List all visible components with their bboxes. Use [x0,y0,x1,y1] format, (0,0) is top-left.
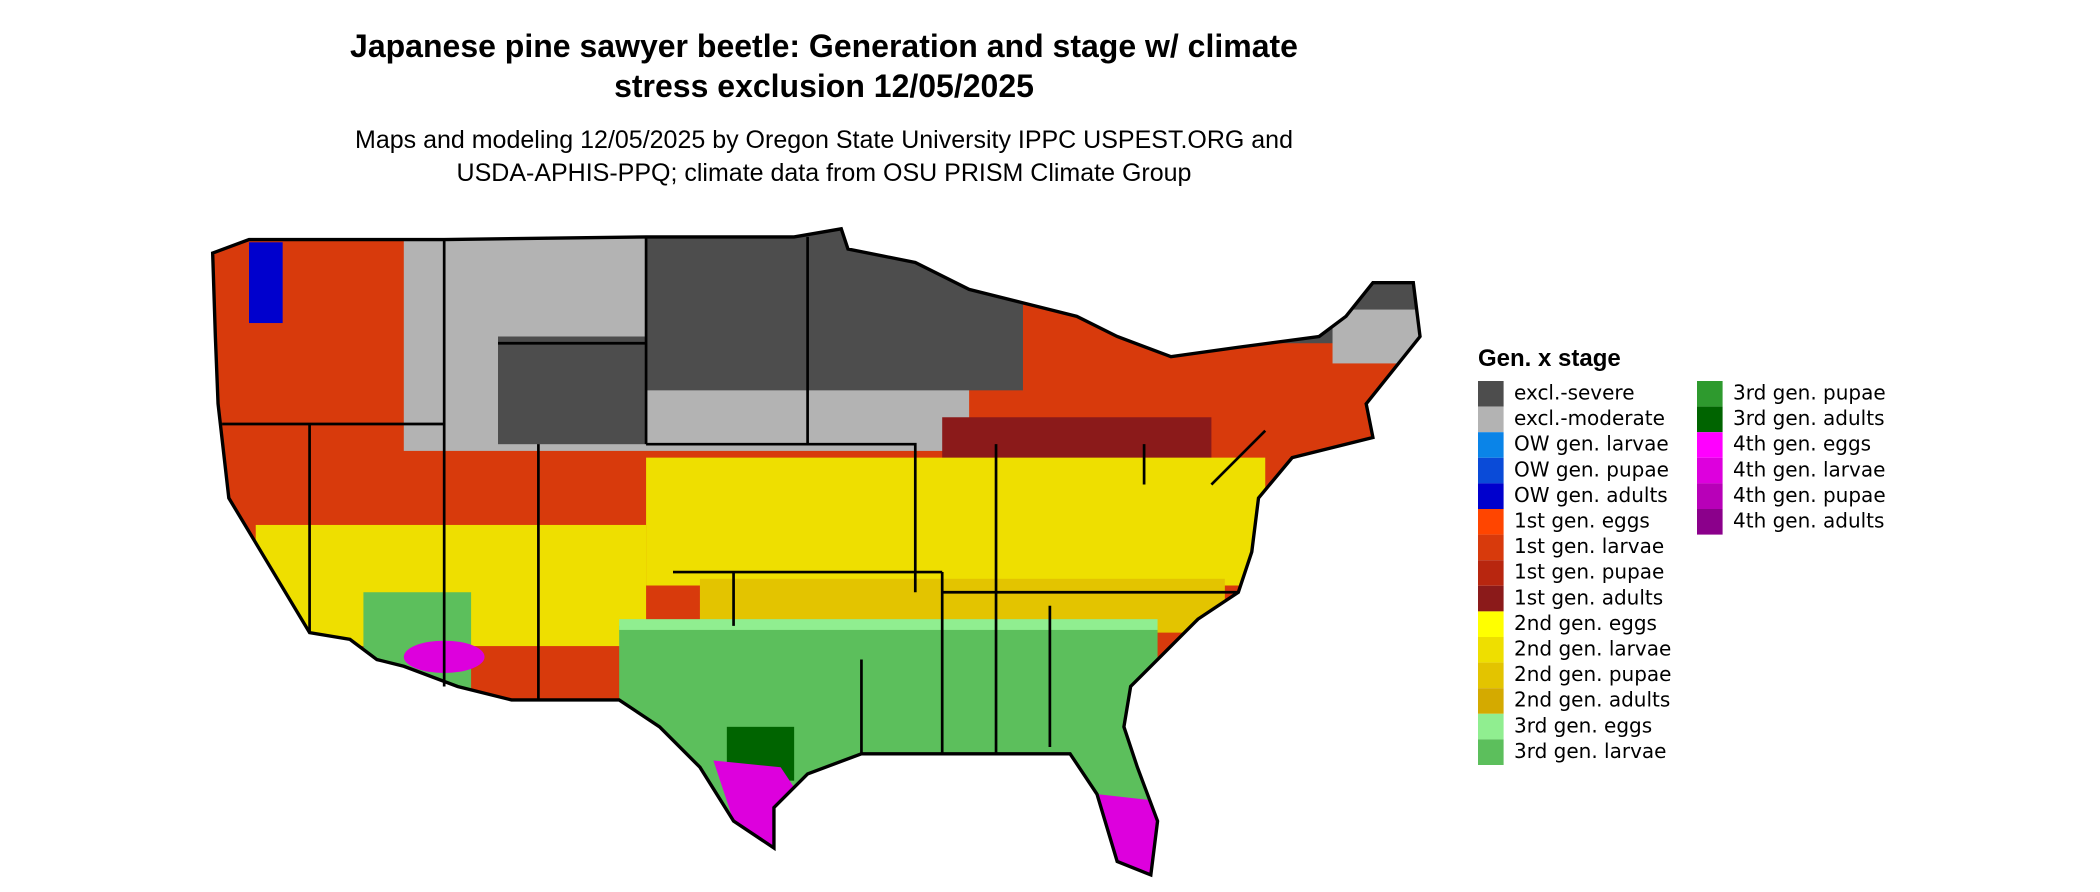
title-line: Japanese pine sawyer beetle: Generation … [350,28,1298,64]
map [210,227,1422,877]
region [646,457,1266,586]
legend-swatch [1478,406,1504,433]
legend-swatch [1697,381,1723,407]
legend-label: OW gen. larvae [1514,432,1669,456]
legend-label: 2nd gen. larvae [1514,637,1671,661]
title-line: stress exclusion 12/05/2025 [614,68,1034,104]
legend-label: 4th gen. eggs [1733,432,1871,456]
region [619,619,1158,630]
state-borders [222,236,1267,754]
legend-swatch [1697,432,1723,458]
region [498,336,647,445]
legend-swatch [1478,509,1504,535]
legend-label: 4th gen. adults [1733,509,1884,533]
subtitle-line: Maps and modeling 12/05/2025 by Oregon S… [355,126,1293,154]
legend-swatch [1478,432,1504,458]
legend-label: 3rd gen. adults [1733,406,1884,430]
legend-label: 3rd gen. larvae [1514,739,1666,763]
region [249,242,283,324]
legend-swatch [1697,406,1723,433]
region [1096,794,1161,875]
region [646,228,1023,391]
map-fill [212,228,1421,875]
legend-label: 2nd gen. pupae [1514,662,1671,686]
region [619,625,1158,875]
legend-swatch [1478,713,1504,740]
legend-swatch [1697,483,1723,509]
legend-swatch [1478,637,1504,663]
legend-swatch [1478,560,1504,586]
legend-swatch [1478,688,1504,714]
legend-label: 1st gen. pupae [1514,560,1664,584]
legend-label: OW gen. pupae [1514,457,1669,481]
legend-swatch [1697,509,1723,535]
legend-label: 1st gen. adults [1514,585,1663,609]
legend-label: excl.-moderate [1514,406,1665,430]
legend-swatch [1478,739,1504,765]
legend-label: 2nd gen. eggs [1514,611,1657,635]
legend-label: 3rd gen. pupae [1733,381,1886,405]
legend-swatch [1478,662,1504,689]
legend-label: 4th gen. larvae [1733,457,1885,481]
legend-title: Gen. x stage [1478,345,1621,372]
legend-swatch [1478,534,1504,561]
legend-swatch [1478,483,1504,509]
legend-label: OW gen. adults [1514,483,1668,507]
legend-label: 4th gen. pupae [1733,483,1886,507]
legend-label: 3rd gen. eggs [1514,713,1652,737]
legend-swatch [1697,457,1723,484]
legend-label: 1st gen. larvae [1514,534,1664,558]
subtitle-line: USDA-APHIS-PPQ; climate data from OSU PR… [457,159,1192,187]
legend-swatch [1478,381,1504,407]
legend-label: 1st gen. eggs [1514,509,1650,533]
legend-swatch [1478,611,1504,637]
legend-label: excl.-severe [1514,381,1635,405]
legend-swatch [1478,585,1504,612]
legend-label: 2nd gen. adults [1514,688,1670,712]
legend-swatch [1478,457,1504,484]
